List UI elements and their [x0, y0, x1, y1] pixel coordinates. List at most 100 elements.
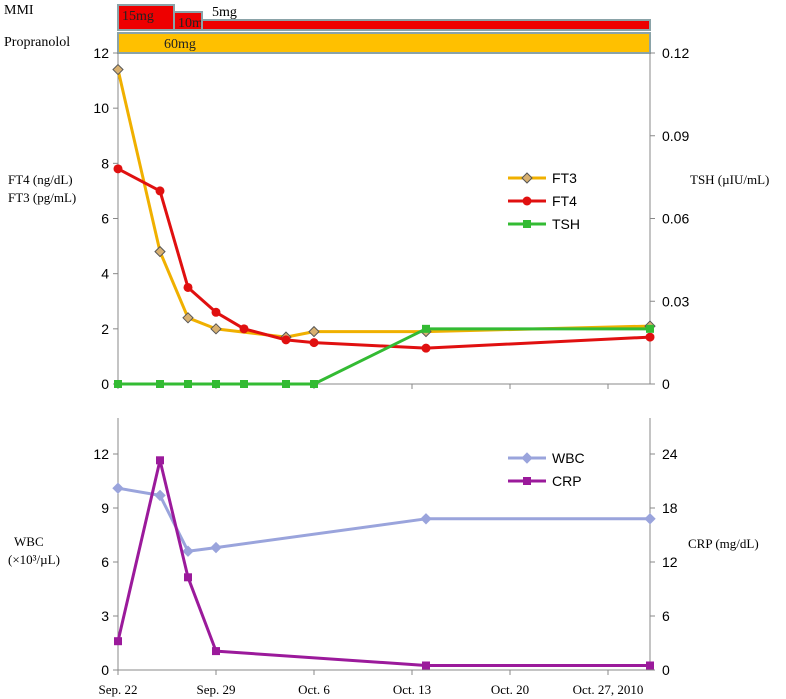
- ft3-legend-marker: [521, 172, 533, 184]
- ft4-legend-label: FT4: [552, 193, 577, 209]
- bottom-left-tick-label: 9: [101, 500, 109, 516]
- ft4-point: [183, 282, 193, 292]
- wbc-legend-marker: [521, 452, 533, 464]
- bottom-right-tick-label: 24: [662, 446, 678, 462]
- bottom-right-tick-label: 6: [662, 608, 670, 624]
- tsh-point: [282, 380, 290, 388]
- wbc-point: [210, 541, 222, 554]
- bottom-left-tick-label: 3: [101, 608, 109, 624]
- ft3-point: [182, 312, 194, 324]
- top-left-tick-label: 2: [101, 321, 109, 337]
- top-left-axis-label-line-2: FT3 (pg/mL): [8, 190, 76, 205]
- wbc-legend-label: WBC: [552, 450, 585, 466]
- ft4-point: [281, 335, 291, 345]
- x-tick-label: Sep. 22: [99, 682, 138, 697]
- top-right-tick-label: 0.03: [662, 293, 689, 309]
- bottom-left-tick-label: 0: [101, 662, 109, 678]
- ft4-point: [309, 338, 319, 348]
- x-tick-label: Sep. 29: [197, 682, 236, 697]
- ft3-legend-label: FT3: [552, 170, 577, 186]
- tsh-point: [212, 380, 220, 388]
- mmi-dose-label-3: 5mg: [212, 5, 237, 20]
- bottom-series: [112, 456, 656, 670]
- top-left-tick-label: 6: [101, 211, 109, 227]
- tsh-point: [310, 380, 318, 388]
- top-right-tick-label: 0.12: [662, 45, 689, 61]
- wbc-point: [154, 489, 166, 502]
- propranolol-bar: [117, 32, 651, 54]
- bottom-left-axis-label-line-2: (×10³/µL): [8, 552, 60, 567]
- ft3-point: [308, 325, 320, 338]
- top-left-tick-label: 0: [101, 376, 109, 392]
- ft4-point: [645, 332, 655, 342]
- top-right-tick-label: 0.06: [662, 211, 689, 227]
- tsh-point: [114, 380, 122, 388]
- wbc-point: [182, 545, 194, 557]
- tsh-point: [184, 380, 192, 388]
- top-axes: 0 2 4 6 8 10 12 0 0.03 0.06 0.09 0.12: [93, 45, 689, 392]
- ft3-point: [112, 63, 124, 76]
- tsh-point: [156, 380, 164, 388]
- ft4-point: [113, 164, 123, 174]
- bottom-left-axis-label-line-1: WBC: [14, 534, 44, 549]
- mmi-label: MMI: [4, 3, 34, 18]
- ft3-series-line: [116, 69, 651, 339]
- inflammation-chart: WBC (×10³/µL) CRP (mg/dL) 0 3 6 9 12 0 6 12 18 24…: [8, 418, 759, 678]
- x-tick-label: Oct. 6: [298, 682, 330, 697]
- wbc-point: [420, 513, 432, 525]
- tsh-legend-marker: [523, 220, 531, 228]
- bottom-left-tick-label: 6: [101, 554, 109, 570]
- crp-series-line: [116, 458, 650, 667]
- mmi-dose-bar-1: [117, 4, 175, 31]
- top-left-axis-label: FT4 (ng/dL) FT3 (pg/mL): [8, 172, 76, 205]
- crp-point: [212, 647, 220, 656]
- crp-point: [184, 573, 192, 582]
- ft4-point: [239, 324, 249, 334]
- ft3-point: [210, 323, 222, 335]
- ft4-point: [211, 307, 221, 317]
- top-right-axis-label: TSH (µIU/mL): [690, 172, 769, 187]
- top-left-tick-label: 10: [93, 100, 109, 116]
- tsh-point: [646, 324, 654, 333]
- crp-point: [156, 456, 164, 465]
- bottom-left-axis-label: WBC (×10³/µL): [8, 534, 60, 567]
- top-series: [112, 63, 656, 388]
- crp-point: [114, 637, 122, 646]
- mmi-dose-bar-3: [201, 19, 651, 31]
- crp-point: [422, 661, 430, 670]
- x-tick-label: Oct. 13: [393, 682, 431, 697]
- ft4-point: [155, 186, 165, 196]
- bottom-right-tick-label: 18: [662, 500, 678, 516]
- x-axis-tick-labels: Sep. 22 Sep. 29 Oct. 6 Oct. 13 Oct. 20 Oct. 2…: [99, 682, 644, 697]
- ft4-point: [421, 343, 431, 353]
- mmi-dose-label-1: 15mg: [122, 9, 154, 24]
- top-right-tick-label: 0.09: [662, 128, 689, 144]
- bottom-right-axis-label: CRP (mg/dL): [688, 536, 759, 551]
- crp-legend-label: CRP: [552, 473, 582, 489]
- wbc-point: [644, 513, 656, 525]
- wbc-series-line: [117, 486, 650, 553]
- top-left-axis-label-line-1: FT4 (ng/dL): [8, 172, 73, 187]
- top-left-tick-label: 12: [93, 45, 109, 61]
- top-legend: FT3 FT4 TSH: [508, 170, 580, 232]
- bottom-right-tick-label: 0: [662, 662, 670, 678]
- top-right-tick-label: 0: [662, 376, 670, 392]
- thyroid-hormone-chart: FT4 (ng/dL) FT3 (pg/mL) TSH (µIU/mL) 0 2 4…: [8, 45, 769, 392]
- bottom-legend: WBC CRP: [508, 450, 585, 489]
- ft4-legend-marker: [522, 196, 532, 206]
- bottom-left-tick-label: 12: [93, 446, 109, 462]
- tsh-series-line: [118, 327, 650, 386]
- crp-point: [646, 661, 654, 670]
- top-left-tick-label: 8: [101, 155, 109, 171]
- bottom-right-tick-label: 12: [662, 554, 678, 570]
- bottom-axes: 0 3 6 9 12 0 6 12 18 24: [93, 418, 678, 678]
- x-tick-label: Oct. 20: [491, 682, 529, 697]
- propranolol-dose-label: 60mg: [164, 37, 196, 52]
- propranolol-label: Propranolol: [4, 35, 70, 50]
- crp-legend-marker: [523, 477, 531, 485]
- tsh-point: [422, 324, 430, 333]
- x-tick-label: Oct. 27, 2010: [573, 682, 644, 697]
